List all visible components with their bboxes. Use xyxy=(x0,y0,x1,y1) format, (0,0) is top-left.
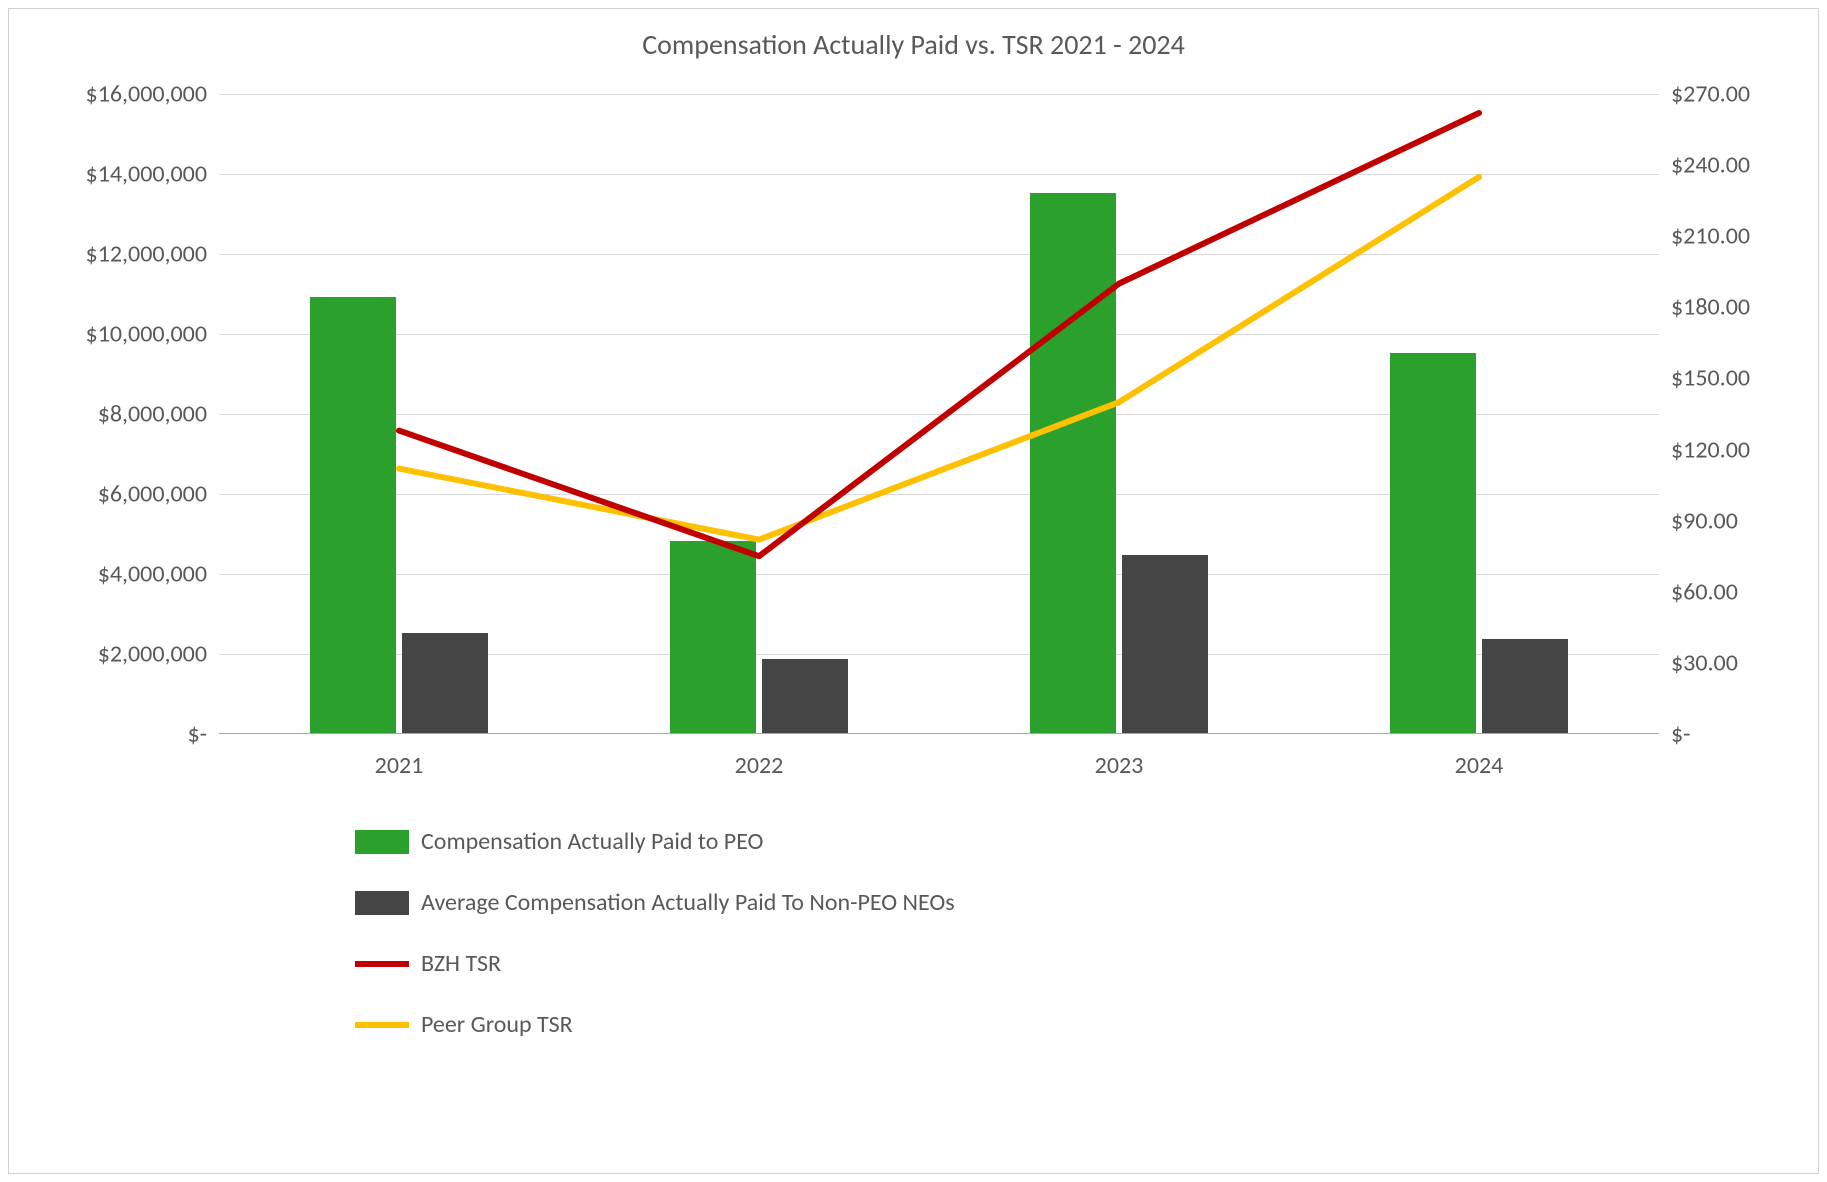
line-overlay xyxy=(219,94,1659,734)
legend-swatch xyxy=(355,830,409,854)
y-right-tick-label: $120.00 xyxy=(1659,435,1750,464)
bzh-tsr-line xyxy=(399,113,1479,556)
y-left-tick-label: $12,000,000 xyxy=(86,240,219,269)
legend-label: Peer Group TSR xyxy=(421,1010,573,1039)
legend-item: BZH TSR xyxy=(355,949,1455,978)
y-left-tick-label: $16,000,000 xyxy=(86,80,219,109)
x-tick-label: 2023 xyxy=(1095,733,1144,780)
chart-container: Compensation Actually Paid vs. TSR 2021 … xyxy=(8,8,1819,1174)
y-right-tick-label: $90.00 xyxy=(1659,506,1738,535)
x-tick-label: 2022 xyxy=(735,733,784,780)
y-left-tick-label: $2,000,000 xyxy=(98,640,219,669)
plot-area: $-$2,000,000$4,000,000$6,000,000$8,000,0… xyxy=(219,94,1659,734)
y-left-tick-label: $8,000,000 xyxy=(98,400,219,429)
chart-title: Compensation Actually Paid vs. TSR 2021 … xyxy=(9,9,1818,72)
legend-swatch xyxy=(355,1022,409,1028)
legend-label: BZH TSR xyxy=(421,949,501,978)
legend-label: Average Compensation Actually Paid To No… xyxy=(421,888,955,917)
legend-label: Compensation Actually Paid to PEO xyxy=(421,827,763,856)
y-left-tick-label: $10,000,000 xyxy=(86,320,219,349)
legend-swatch xyxy=(355,961,409,967)
y-right-tick-label: $180.00 xyxy=(1659,293,1750,322)
y-left-tick-label: $6,000,000 xyxy=(98,480,219,509)
legend: Compensation Actually Paid to PEO Average… xyxy=(355,827,1455,1071)
y-right-tick-label: $- xyxy=(1659,720,1691,749)
legend-item: Average Compensation Actually Paid To No… xyxy=(355,888,1455,917)
legend-swatch xyxy=(355,891,409,915)
y-right-tick-label: $240.00 xyxy=(1659,151,1750,180)
y-left-tick-label: $14,000,000 xyxy=(86,160,219,189)
y-left-tick-label: $4,000,000 xyxy=(98,560,219,589)
y-right-tick-label: $60.00 xyxy=(1659,577,1738,606)
legend-item: Peer Group TSR xyxy=(355,1010,1455,1039)
y-right-tick-label: $150.00 xyxy=(1659,364,1750,393)
y-right-tick-label: $210.00 xyxy=(1659,222,1750,251)
y-left-tick-label: $- xyxy=(187,720,219,749)
legend-item: Compensation Actually Paid to PEO xyxy=(355,827,1455,856)
y-right-tick-label: $30.00 xyxy=(1659,648,1738,677)
x-tick-label: 2024 xyxy=(1455,733,1504,780)
y-right-tick-label: $270.00 xyxy=(1659,80,1750,109)
x-tick-label: 2021 xyxy=(375,733,424,780)
